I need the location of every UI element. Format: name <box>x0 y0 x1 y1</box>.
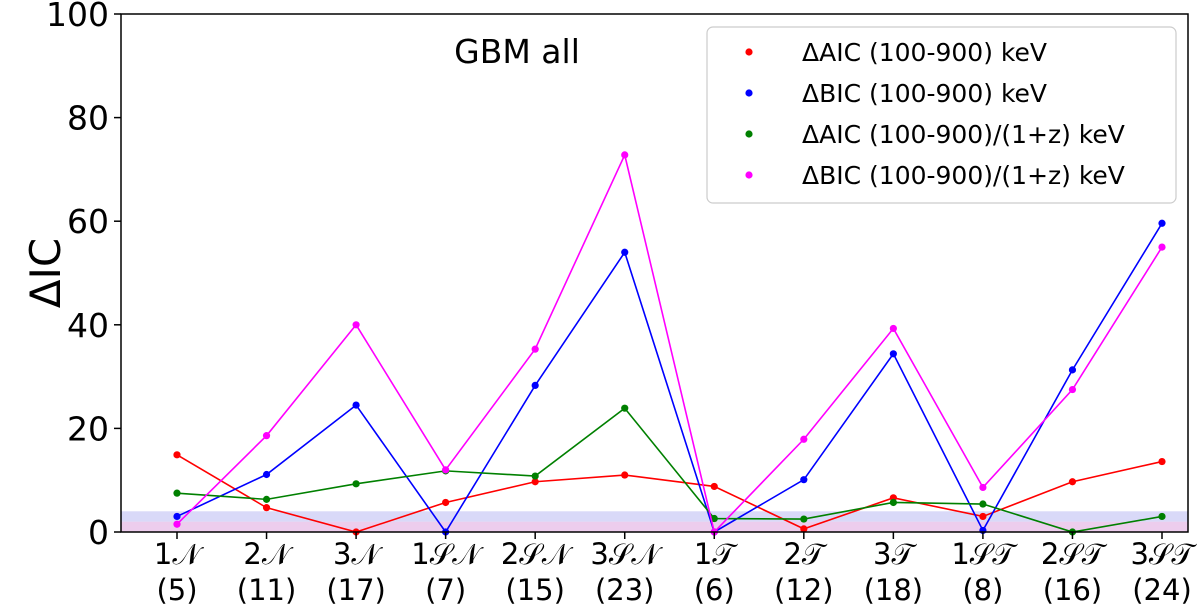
data-point <box>352 321 360 329</box>
data-point <box>262 470 271 479</box>
x-tick-count-label: (11) <box>237 573 297 607</box>
data-point <box>173 451 181 459</box>
data-point <box>800 435 808 443</box>
data-point <box>1158 512 1166 521</box>
legend-box <box>706 26 1177 204</box>
x-tick-label: 3𝒮𝒩 <box>590 537 663 571</box>
data-point <box>710 482 718 491</box>
series-line <box>176 407 1163 533</box>
data-point <box>1068 478 1077 486</box>
x-tick-label: 1𝒯 <box>694 537 738 571</box>
data-point <box>800 525 808 533</box>
data-point <box>979 483 987 492</box>
threshold-bands <box>121 511 1188 532</box>
threshold-band-1 <box>121 521 1188 532</box>
data-point <box>173 489 181 497</box>
series-2 <box>173 219 1166 536</box>
data-point <box>1158 243 1166 251</box>
x-tick-label: 3𝒯 <box>873 537 917 571</box>
data-point <box>621 471 629 479</box>
x-tick-count-label: (18) <box>864 573 924 607</box>
data-point <box>800 476 808 484</box>
series-line <box>176 454 1163 533</box>
x-tick-label: 1𝒩 <box>154 537 204 571</box>
x-tick-count-label: (24) <box>1132 573 1192 607</box>
series-4 <box>173 151 1166 536</box>
x-tick-label: 1𝒮𝒯 <box>951 537 1018 571</box>
x-tick-count-label: (23) <box>595 573 655 607</box>
data-point <box>710 514 718 523</box>
x-tick-label: 3𝒮𝒯 <box>1130 537 1197 571</box>
y-tick-label: 80 <box>67 99 109 138</box>
data-point <box>531 345 539 353</box>
x-tick-label: 3𝒩 <box>333 537 383 571</box>
x-tick-label: 1𝒮𝒩 <box>411 537 484 571</box>
series-line <box>176 152 1163 534</box>
series-3 <box>173 404 1166 536</box>
x-tick-count-label: (8) <box>962 573 1003 607</box>
y-tick-label: 100 <box>46 0 109 34</box>
x-tick-label: 2𝒮𝒯 <box>1041 537 1108 571</box>
x-tick-count-label: (12) <box>774 573 834 607</box>
y-axis: 0 20 40 60 80 100 <box>46 0 121 552</box>
data-point <box>531 478 539 486</box>
x-tick-count-label: (15) <box>505 573 565 607</box>
x-axis: 1𝒩(5)2𝒩(11)3𝒩(17)1𝒮𝒩(7)2𝒮𝒩(15)3𝒮𝒩(23)1𝒯(… <box>154 532 1197 607</box>
x-tick-count-label: (16) <box>1043 573 1103 607</box>
legend-marker <box>745 130 753 138</box>
data-point <box>1068 366 1077 374</box>
data-point <box>173 512 181 521</box>
legend-marker <box>745 48 753 56</box>
chart-title: GBM all <box>454 32 580 71</box>
data-point <box>531 381 539 390</box>
data-point <box>800 515 808 523</box>
data-point <box>531 472 539 480</box>
legend-label: ΔAIC (100-900) keV <box>802 38 1047 67</box>
legend-label: ΔBIC (100-900)/(1+z) keV <box>802 161 1125 190</box>
y-tick-label: 20 <box>67 409 109 448</box>
data-point <box>621 151 629 159</box>
data-point <box>352 480 360 488</box>
y-axis-label: ΔIC <box>21 238 70 308</box>
series-1 <box>173 451 1166 536</box>
legend-marker <box>745 171 753 179</box>
data-point <box>1158 457 1166 466</box>
data-point <box>262 504 271 512</box>
data-point <box>979 500 987 508</box>
y-tick-label: 40 <box>67 306 109 345</box>
y-tick-label: 0 <box>88 513 109 552</box>
data-point <box>352 401 360 409</box>
legend-label: ΔBIC (100-900) keV <box>802 79 1047 108</box>
x-tick-label: 2𝒮𝒩 <box>501 537 574 571</box>
series-layer <box>173 151 1166 536</box>
data-point <box>262 432 271 440</box>
plot-frame <box>120 13 1189 533</box>
x-tick-count-label: (17) <box>326 573 386 607</box>
data-point <box>1158 219 1166 227</box>
data-point <box>442 466 450 474</box>
data-point <box>621 248 629 256</box>
data-point <box>889 324 897 333</box>
x-tick-count-label: (6) <box>694 573 735 607</box>
x-tick-label: 2𝒯 <box>783 537 827 571</box>
x-tick-label: 2𝒩 <box>243 537 293 571</box>
threshold-band-2 <box>121 511 1188 522</box>
y-tick-label: 60 <box>67 202 109 241</box>
data-point <box>173 520 181 528</box>
data-point <box>621 404 629 412</box>
series-line <box>176 222 1163 534</box>
data-point <box>889 350 897 358</box>
legend-marker <box>745 89 753 97</box>
legend-label: ΔAIC (100-900)/(1+z) keV <box>802 120 1125 149</box>
data-point <box>889 498 897 507</box>
legend: ΔAIC (100-900) keV ΔBIC (100-900) keV ΔAIC… <box>706 26 1177 204</box>
data-point <box>442 498 450 507</box>
x-tick-count-label: (7) <box>425 573 466 607</box>
data-point <box>1068 385 1077 394</box>
data-point <box>262 495 271 503</box>
data-point <box>979 512 987 521</box>
x-tick-count-label: (5) <box>156 573 197 607</box>
